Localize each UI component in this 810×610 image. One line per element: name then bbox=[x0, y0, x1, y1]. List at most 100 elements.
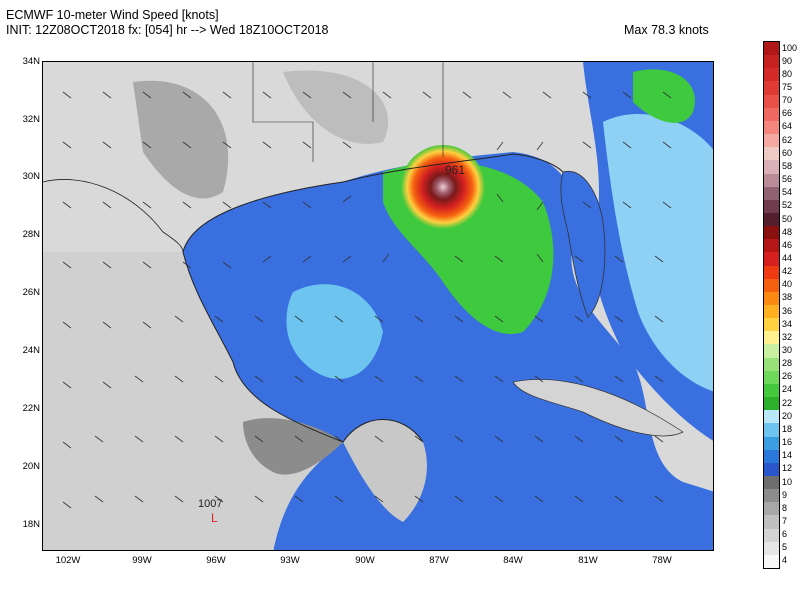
lat-label: 18N bbox=[22, 519, 40, 530]
colorbar-label: 20 bbox=[782, 410, 793, 421]
colorbar-segment bbox=[764, 186, 779, 201]
wind-vectors bbox=[62, 91, 672, 509]
chart-title: ECMWF 10-meter Wind Speed [knots] bbox=[6, 8, 219, 22]
colorbar-label: 54 bbox=[782, 187, 793, 198]
lat-label: 32N bbox=[22, 114, 40, 125]
colorbar-label: 28 bbox=[782, 358, 793, 369]
green-wind-region bbox=[633, 69, 695, 123]
light-blue-region bbox=[603, 114, 713, 392]
colorbar-label: 40 bbox=[782, 279, 793, 290]
colorbar-segment bbox=[764, 436, 779, 451]
colorbar-label: 48 bbox=[782, 226, 793, 237]
colorbar-label: 56 bbox=[782, 174, 793, 185]
lon-label: 96W bbox=[206, 555, 226, 566]
colorbar-label: 10 bbox=[782, 476, 793, 487]
colorbar-segment bbox=[764, 278, 779, 293]
colorbar-label: 52 bbox=[782, 200, 793, 211]
light-blue-region bbox=[286, 284, 383, 379]
colorbar-segment bbox=[764, 397, 779, 411]
colorbar-segment bbox=[764, 305, 779, 319]
colorbar-segment bbox=[764, 410, 779, 424]
colorbar-label: 6 bbox=[782, 529, 788, 540]
colorbar-segment bbox=[764, 134, 779, 148]
colorbar-label: 58 bbox=[782, 160, 793, 171]
lon-label: 84W bbox=[503, 555, 523, 566]
lat-label: 22N bbox=[22, 403, 40, 414]
colorbar-label: 12 bbox=[782, 463, 793, 474]
low-pressure-symbol: L bbox=[211, 511, 218, 525]
colorbar-label: 60 bbox=[782, 147, 793, 158]
colorbar-label: 66 bbox=[782, 108, 793, 119]
colorbar-segment bbox=[764, 55, 779, 69]
colorbar-segment bbox=[764, 357, 779, 372]
lat-label: 20N bbox=[22, 461, 40, 472]
cuba-land bbox=[512, 379, 684, 437]
colorbar-label: 42 bbox=[782, 266, 793, 277]
mexico-land bbox=[43, 252, 343, 550]
wind-speed-map: 961 1007 L bbox=[42, 61, 714, 551]
colorbar-segment bbox=[764, 226, 779, 240]
colorbar-label: 32 bbox=[782, 331, 793, 342]
colorbar-label: 18 bbox=[782, 423, 793, 434]
colorbar-segment bbox=[764, 449, 779, 464]
max-wind-label: Max 78.3 knots bbox=[624, 23, 709, 37]
yucatan-land bbox=[343, 419, 427, 522]
colorbar-segment bbox=[764, 528, 779, 543]
gulf-ocean bbox=[183, 152, 713, 550]
colorbar-segment bbox=[764, 318, 779, 332]
colorbar-segment bbox=[764, 94, 779, 109]
colorbar-label: 38 bbox=[782, 292, 793, 303]
colorbar-label: 26 bbox=[782, 371, 793, 382]
lat-label: 28N bbox=[22, 229, 40, 240]
us-mexico-border bbox=[43, 179, 184, 253]
colorbar-label: 64 bbox=[782, 121, 793, 132]
colorbar-label: 36 bbox=[782, 305, 793, 316]
colorbar-label: 9 bbox=[782, 489, 788, 500]
lon-label: 78W bbox=[652, 555, 672, 566]
colorbar-segment bbox=[764, 383, 779, 398]
colorbar-segment bbox=[764, 502, 779, 516]
colorbar-label: 24 bbox=[782, 384, 793, 395]
colorbar-label: 14 bbox=[782, 450, 793, 461]
colorbar-segment bbox=[764, 252, 779, 267]
colorbar-label: 5 bbox=[782, 542, 788, 553]
colorbar-label: 22 bbox=[782, 397, 793, 408]
colorbar-segment bbox=[764, 42, 779, 56]
colorbar-segment bbox=[764, 541, 779, 556]
colorbar-segment bbox=[764, 344, 779, 359]
low-pressure-value: 1007 bbox=[198, 498, 222, 510]
colorbar-label: 16 bbox=[782, 437, 793, 448]
colorbar-segment bbox=[764, 515, 779, 530]
colorbar-segment bbox=[764, 199, 779, 214]
mexico-coastline bbox=[182, 251, 424, 443]
colorbar-segment bbox=[764, 370, 779, 385]
colorbar-segment bbox=[764, 107, 779, 122]
state-borders bbox=[252, 62, 444, 162]
storm-core bbox=[401, 145, 485, 229]
colorbar-segment bbox=[764, 239, 779, 253]
colorbar-segment bbox=[764, 173, 779, 188]
colorbar-label: 100 bbox=[782, 42, 798, 53]
land-wind-shade bbox=[283, 70, 389, 144]
colorbar-label: 62 bbox=[782, 134, 793, 145]
colorbar-label: 44 bbox=[782, 252, 793, 263]
init-forecast-line: INIT: 12Z08OCT2018 fx: [054] hr --> Wed … bbox=[6, 23, 329, 37]
colorbar-label: 46 bbox=[782, 239, 793, 250]
wind-speed-colorbar bbox=[763, 41, 780, 569]
lon-label: 102W bbox=[55, 555, 81, 566]
colorbar-label: 50 bbox=[782, 213, 793, 224]
colorbar-segment bbox=[764, 475, 779, 490]
colorbar-label: 8 bbox=[782, 502, 788, 513]
colorbar-label: 75 bbox=[782, 82, 793, 93]
us-gulf-coastline bbox=[182, 153, 564, 253]
colorbar-segment bbox=[764, 212, 779, 227]
colorbar-label: 7 bbox=[782, 515, 788, 526]
lon-label: 99W bbox=[132, 555, 152, 566]
colorbar-segment bbox=[764, 160, 779, 174]
lat-label: 26N bbox=[22, 287, 40, 298]
colorbar-segment bbox=[764, 423, 779, 437]
colorbar-label: 4 bbox=[782, 555, 788, 566]
lat-label: 24N bbox=[22, 345, 40, 356]
colorbar-segment bbox=[764, 331, 779, 345]
colorbar-segment bbox=[764, 291, 779, 306]
